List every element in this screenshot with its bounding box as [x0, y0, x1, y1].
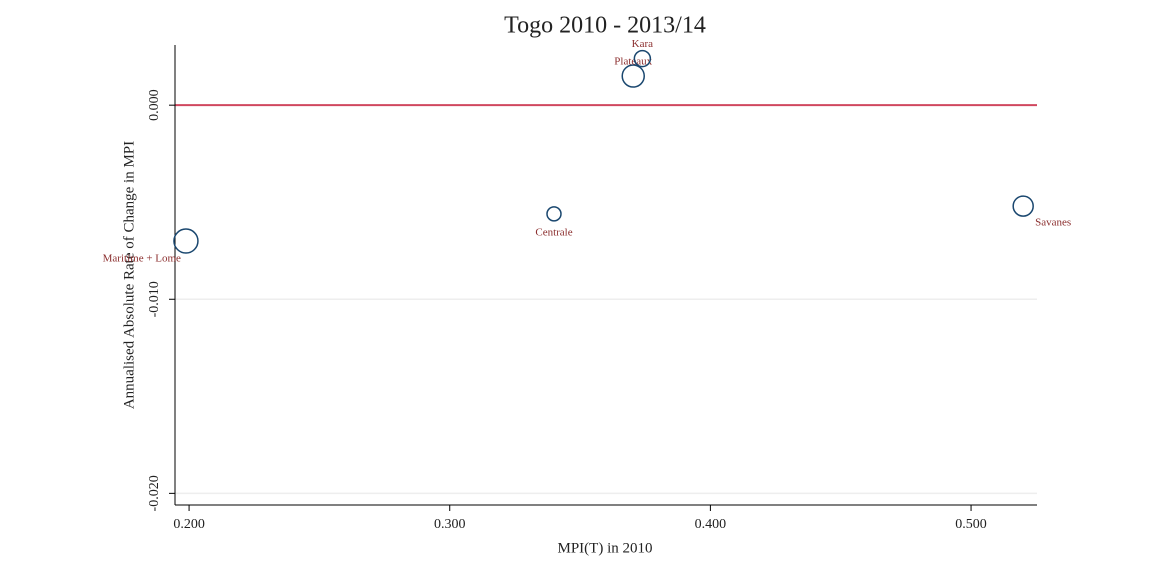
x-tick-label: 0.200 [173, 517, 205, 532]
x-tick-label: 0.500 [955, 517, 987, 532]
point-label: Plateaux [614, 56, 652, 68]
point-label: Savanes [1035, 217, 1071, 229]
point-label: Kara [632, 38, 653, 50]
y-tick-label: -0.020 [147, 475, 162, 511]
bubble [1012, 195, 1034, 217]
bubble [546, 206, 562, 222]
point-label: Maritime + Lome [103, 253, 181, 265]
point-label: Centrale [535, 226, 572, 238]
bubble [633, 49, 652, 68]
chart-title: Togo 2010 - 2013/14 [504, 13, 706, 39]
y-tick-label: -0.010 [147, 281, 162, 317]
x-axis-label: MPI(T) in 2010 [558, 540, 653, 556]
x-tick-label: 0.300 [434, 517, 466, 532]
x-tick-label: 0.400 [695, 517, 727, 532]
bubble [621, 64, 645, 88]
y-axis-label: Annualised Absolute Rate of Change in MP… [121, 141, 137, 409]
y-tick-label: 0.000 [147, 89, 162, 121]
bubble [173, 228, 199, 254]
